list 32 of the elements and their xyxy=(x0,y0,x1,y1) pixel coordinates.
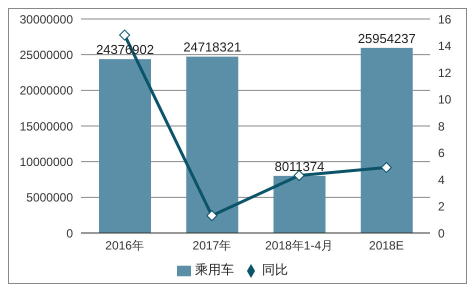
y2-tick-label: 4 xyxy=(438,172,445,187)
y2-tick-label: 10 xyxy=(438,92,452,107)
y-tick-label: 10000000 xyxy=(20,154,74,169)
data-label: 8011374 xyxy=(274,158,324,174)
y-tick-label: 30000000 xyxy=(20,12,74,26)
y2-tick-label: 12 xyxy=(438,66,452,80)
x-tick-label: 2017年 xyxy=(192,238,232,253)
y-tick-label: 20000000 xyxy=(20,84,74,98)
bar xyxy=(99,59,151,233)
y2-tick-label: 0 xyxy=(438,226,445,240)
point xyxy=(206,210,218,222)
bar xyxy=(360,48,413,233)
y-tick-label: 5000000 xyxy=(26,190,74,205)
y2-tick-label: 14 xyxy=(438,39,452,54)
x-tick-label: 2018E xyxy=(369,238,404,253)
data-label: 24718321 xyxy=(183,40,242,55)
point xyxy=(119,30,130,41)
bar xyxy=(274,176,326,233)
y-tick-label: 25000000 xyxy=(20,48,74,62)
y-tick-label: 15000000 xyxy=(20,119,74,134)
legend-label: 乘用车 xyxy=(195,262,234,277)
y2-tick-label: 2 xyxy=(438,200,445,214)
x-tick-label: 2016年 xyxy=(105,238,144,253)
bar xyxy=(186,56,238,233)
legend-label: 同比 xyxy=(262,262,288,277)
y-tick-label: 0 xyxy=(66,226,74,240)
y2-tick-label: 6 xyxy=(438,146,445,160)
x-tick-label: 2018年1-4月 xyxy=(265,238,334,253)
data-label: 25954237 xyxy=(358,30,416,46)
y2-tick-label: 8 xyxy=(438,119,445,134)
y2-tick-label: 16 xyxy=(438,12,452,26)
point xyxy=(380,162,392,173)
